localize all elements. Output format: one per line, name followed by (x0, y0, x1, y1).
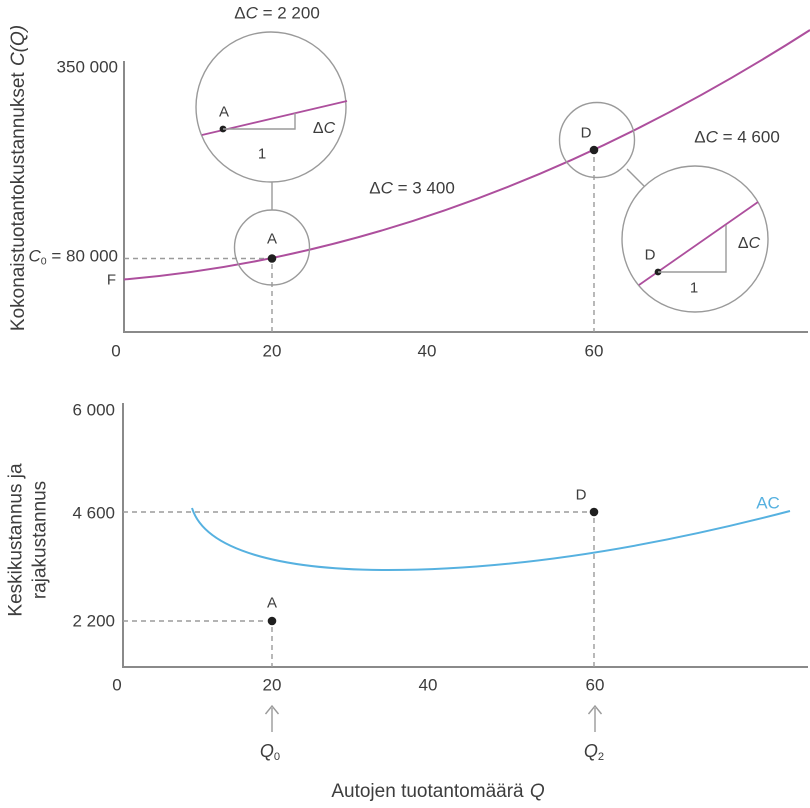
magnifier-big-circle-d (621, 165, 769, 313)
bottom-y-axis-title: Keskikustannus ja rajakustannus (4, 463, 52, 616)
q2-arrow-head (587, 704, 603, 715)
zoom-a-rise-label: ΔC (312, 120, 336, 137)
zoom-a-point-label: A (218, 103, 230, 121)
zoom-d-title: ΔC = 4 600 (694, 127, 780, 147)
magnifier-connector-d (626, 168, 645, 187)
bottom-x-tick-40: 40 (418, 675, 438, 695)
bottom-x-tick-60: 60 (585, 675, 605, 695)
c0-value-label: C0 = 80 000 (28, 246, 118, 268)
bottom-x-tick-0: 0 (112, 675, 122, 695)
top-y-tick-350000: 350 000 (56, 57, 118, 77)
fixed-cost-f-label: F (106, 271, 116, 289)
q0-arrow-head (264, 704, 280, 715)
point-a-dot (267, 254, 277, 263)
top-x-tick-40: 40 (417, 341, 437, 361)
bottom-y-tick-4600: 4 600 (72, 503, 115, 523)
zoom-d-point-label: D (644, 246, 656, 264)
q2-marker-label: Q2 (583, 740, 605, 763)
q0-marker-label: Q0 (259, 740, 281, 763)
top-axes (123, 61, 808, 333)
average-cost-curve (191, 507, 791, 572)
mc-point-d-dot (589, 507, 599, 517)
ac-curve-label: AC (756, 493, 780, 513)
zoom-a-slope-triangle (223, 113, 296, 130)
bottom-y-axis-title-line2: rajakustannus (29, 480, 50, 600)
x-axis-title: Autojen tuotantomäärä Q (331, 781, 545, 803)
bottom-axes (122, 403, 808, 668)
zoom-d-run-label: 1 (689, 279, 699, 297)
bottom-y-axis-title-line1: Keskikustannus ja (5, 463, 27, 617)
mc-point-d-label: D (575, 486, 587, 504)
top-x-tick-60: 60 (584, 341, 604, 361)
zoom-a-title: ΔC = 2 200 (234, 3, 320, 23)
top-y-axis-title: KokonaistuotantokustannuksetC(Q) (8, 24, 30, 332)
point-d-dot (589, 145, 599, 155)
magnifier-small-circle-d (558, 101, 636, 179)
top-x-tick-0: 0 (111, 341, 121, 361)
point-a-label: A (266, 230, 278, 248)
point-d-label: D (580, 124, 592, 142)
total-cost-curve (123, 29, 810, 281)
zoom-a-run-label: 1 (257, 145, 267, 163)
zoom-d-slope-triangle (658, 225, 727, 273)
top-x-tick-20: 20 (262, 341, 282, 361)
mc-point-a-label: A (266, 594, 278, 612)
bottom-y-tick-2200: 2 200 (72, 611, 115, 631)
magnifier-big-circle-a (195, 31, 347, 183)
bottom-y-tick-6000: 6 000 (72, 400, 115, 420)
mc-point-a-dot (267, 616, 277, 626)
zoom-d-rise-label: ΔC (737, 235, 761, 252)
slope-mid-label: ΔC = 3 400 (369, 178, 455, 198)
bottom-x-tick-20: 20 (262, 675, 282, 695)
